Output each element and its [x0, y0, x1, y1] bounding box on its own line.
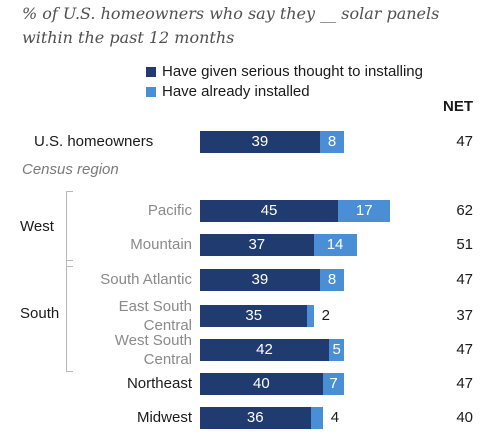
bar-segment-south-atlantic-serious-thought: 39: [200, 269, 320, 291]
bar-segment-east-south-central-already-installed: [307, 305, 314, 327]
bar-value-label: 2: [321, 307, 330, 324]
row-label-line: Central: [143, 351, 192, 368]
legend: Have given serious thought to installing…: [146, 62, 423, 102]
census-region-heading: Census region: [22, 161, 119, 178]
bar-value-label: 39: [251, 133, 269, 150]
bar-value-label: 4: [330, 409, 340, 426]
legend-item-already-installed: Have already installed: [146, 82, 423, 102]
net-value-south-atlantic: 47: [456, 271, 473, 288]
net-value-pacific: 62: [456, 202, 473, 219]
group-bracket-south: [66, 260, 73, 372]
bar-segment-midwest-already-installed: [310, 407, 323, 429]
net-value-mountain: 51: [456, 236, 473, 253]
bar-value-label: 42: [256, 341, 273, 358]
bar-segment-u-s-homeowners-serious-thought: 39: [200, 131, 320, 153]
net-value-east-south-central: 37: [456, 307, 473, 324]
bar-value-label: 35: [245, 307, 263, 324]
legend-swatch-already-installed: [146, 87, 156, 97]
row-label-line: West South: [114, 332, 192, 349]
row-label-mountain: Mountain: [130, 236, 192, 253]
bar-segment-west-south-central-serious-thought: 42: [200, 339, 329, 361]
bar-value-label: 37: [248, 236, 266, 253]
legend-item-serious-thought: Have given serious thought to installing: [146, 62, 423, 82]
row-label-line: Central: [143, 317, 192, 334]
net-value-midwest: 40: [456, 409, 473, 426]
group-label-south: South: [20, 305, 60, 322]
net-value-west-south-central: 47: [456, 341, 473, 358]
bar-value-label: 40: [253, 375, 270, 392]
net-column-header: NET: [443, 98, 473, 115]
bar-segment-pacific-already-installed: 17: [338, 200, 391, 222]
bar-segment-south-atlantic-already-installed: 8: [319, 269, 345, 291]
group-label-west: West: [20, 218, 54, 235]
bar-value-label: 45: [260, 202, 278, 219]
bar-segment-pacific-serious-thought: 45: [200, 200, 339, 222]
bar-value-label: 17: [355, 202, 373, 219]
bar-segment-mountain-already-installed: 14: [313, 234, 357, 256]
bar-segment-east-south-central-serious-thought: 35: [200, 305, 308, 327]
row-label-west-south-central: West South Central: [80, 331, 192, 369]
row-label-u-s-homeowners: U.S. homeowners: [34, 133, 154, 150]
chart-title: % of U.S. homeowners who say they __ sol…: [22, 4, 440, 47]
legend-label-serious-thought: Have given serious thought to installing: [162, 63, 423, 80]
bar-value-label: 8: [327, 133, 337, 150]
row-label-northeast: Northeast: [126, 375, 192, 392]
row-label-south-atlantic: South Atlantic: [100, 271, 192, 288]
bar-value-label: 5: [332, 341, 341, 358]
bar-segment-midwest-serious-thought: 36: [200, 407, 311, 429]
bar-value-label: 39: [251, 271, 269, 288]
net-value-u-s-homeowners: 47: [456, 133, 473, 150]
bar-value-label: 14: [326, 236, 344, 253]
bar-segment-mountain-serious-thought: 37: [200, 234, 314, 256]
group-bracket-west: [66, 191, 73, 267]
bar-segment-u-s-homeowners-already-installed: 8: [319, 131, 345, 153]
legend-swatch-serious-thought: [146, 67, 156, 77]
legend-label-already-installed: Have already installed: [162, 83, 310, 100]
bar-value-label: 7: [329, 375, 338, 392]
net-value-northeast: 47: [456, 375, 473, 392]
row-label-line: East South: [118, 298, 192, 315]
row-label-pacific: Pacific: [147, 202, 192, 219]
bar-segment-west-south-central-already-installed: 5: [328, 339, 345, 361]
bar-value-label: 36: [246, 409, 264, 426]
bar-segment-northeast-serious-thought: 40: [200, 373, 323, 395]
row-label-midwest: Midwest: [136, 409, 192, 426]
row-label-east-south-central: East South Central: [80, 297, 192, 335]
bar-value-label: 8: [327, 271, 337, 288]
bar-segment-northeast-already-installed: 7: [322, 373, 345, 395]
